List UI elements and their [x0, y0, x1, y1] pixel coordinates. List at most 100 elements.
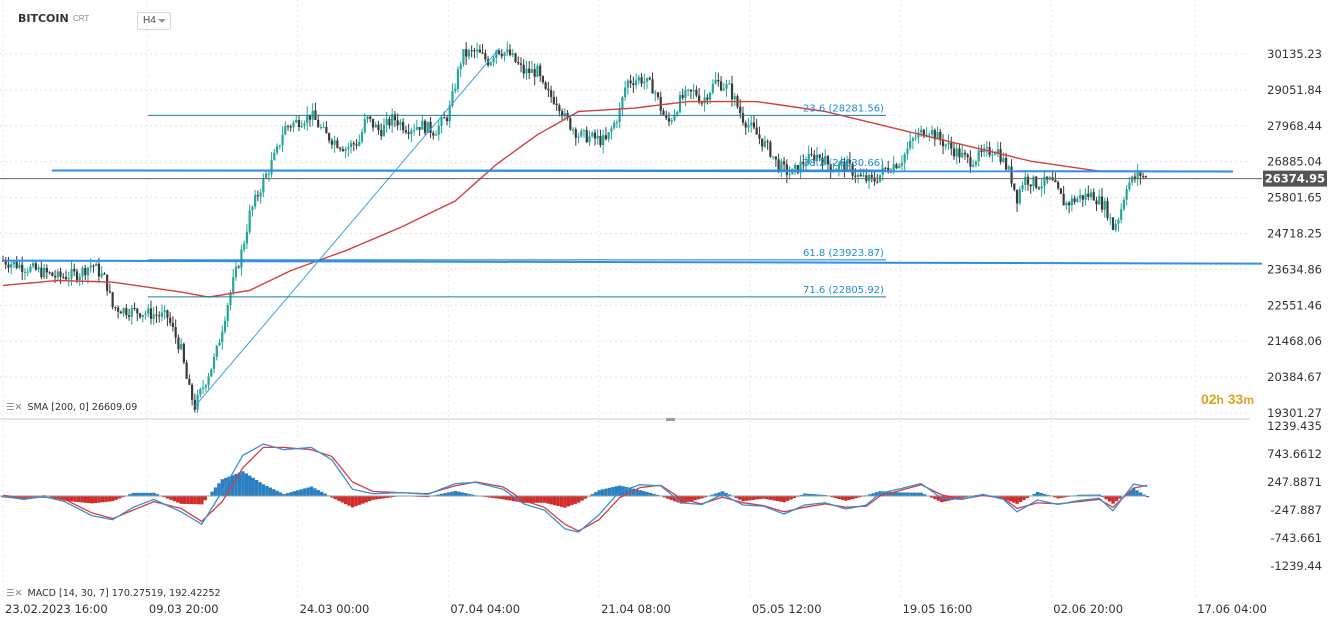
macd-histogram-bar [107, 495, 112, 502]
macd-histogram-bar [241, 471, 245, 497]
candle-body [777, 159, 780, 172]
macd-histogram-bar [165, 495, 170, 499]
macd-histogram-bar [713, 493, 718, 497]
candle-body [289, 126, 292, 128]
timeframe-value: H4 [143, 15, 156, 26]
candle-body [1021, 184, 1024, 190]
timeframe-select[interactable]: H4 [137, 12, 171, 30]
macd-text: MACD [14, 30, 7] 170.27519, 192.42252 [27, 588, 221, 599]
candle-body [728, 83, 731, 85]
time-tick-label: 19.05 16:00 [903, 602, 973, 616]
macd-histogram-bar [631, 488, 636, 497]
macd-histogram-bar [888, 491, 893, 497]
candle-body [237, 266, 240, 268]
macd-histogram-bar [857, 495, 862, 498]
candle-body [947, 142, 950, 145]
macd-histogram-bar [80, 495, 84, 503]
macd-histogram-bar [813, 494, 817, 497]
candle-body [1029, 184, 1032, 187]
macd-histogram-bar [693, 495, 697, 501]
candle-body [267, 173, 270, 175]
macd-histogram-bar [330, 495, 334, 498]
macd-histogram-bar [491, 495, 495, 498]
macd-histogram-bar [484, 495, 488, 498]
macd-histogram-bar [998, 495, 1002, 499]
candle-body [585, 130, 588, 143]
macd-histogram-bar [104, 495, 108, 502]
candle-body [961, 152, 964, 158]
macd-histogram-bar [1097, 494, 1102, 497]
candle-body [717, 79, 720, 82]
candle-body [602, 135, 605, 146]
sma-indicator-label[interactable]: ☰✕ SMA [200, 0] 26609.09 [6, 402, 137, 413]
candle-body [695, 90, 698, 96]
macd-histogram-bar [333, 495, 338, 500]
candle-body [547, 88, 550, 91]
candle-body [1065, 202, 1068, 206]
candle-body [788, 174, 791, 176]
candle-body [522, 64, 525, 74]
candle-body [7, 264, 10, 268]
candle-body [662, 110, 665, 115]
candle-body [577, 136, 580, 138]
candle-body [758, 134, 761, 139]
macd-histogram-bar [1025, 495, 1030, 499]
macd-histogram-bar [196, 495, 201, 505]
candle-body [859, 174, 862, 177]
candle-body [514, 53, 517, 63]
macd-tick-label: 1239.435 [1267, 419, 1322, 433]
candle-body [955, 148, 958, 157]
candle-body [1109, 217, 1112, 219]
macd-histogram-bar [114, 495, 118, 500]
macd-histogram-bar [1039, 492, 1043, 497]
candle-body [873, 177, 876, 182]
time-tick-label: 21.04 08:00 [601, 602, 671, 616]
candle-body [681, 95, 684, 98]
candle-body [793, 164, 797, 169]
candle-body [950, 142, 953, 149]
candle-body [558, 105, 561, 112]
candle-body [1084, 193, 1087, 200]
macd-histogram-bar [152, 492, 156, 497]
macd-histogram-bar [600, 489, 605, 497]
candle-body [67, 278, 70, 280]
macd-histogram-bar [755, 495, 759, 500]
candle-body [1128, 182, 1131, 190]
candle-body [730, 83, 734, 100]
candle-body [541, 76, 545, 83]
menu-icon[interactable]: ☰✕ [6, 588, 23, 599]
macd-histogram-bar [566, 495, 571, 507]
candle-body [248, 210, 251, 232]
candle-body [385, 118, 388, 125]
candle-body [207, 376, 210, 386]
candle-body [40, 267, 43, 278]
macd-histogram-bar [1015, 495, 1019, 504]
candle-body [1026, 176, 1030, 185]
candle-body [300, 125, 303, 128]
candle-body [1078, 195, 1082, 199]
macd-histogram-bar [868, 494, 872, 497]
candle-body [4, 260, 7, 265]
candle-body [388, 118, 391, 126]
price-tag-text: 26374.95 [1265, 172, 1325, 186]
time-tick-label: 05.05 12:00 [752, 602, 822, 616]
macd-indicator-label[interactable]: ☰✕ MACD [14, 30, 7] 170.27519, 192.42252 [6, 588, 221, 599]
candle-body [741, 113, 745, 123]
candle-body [119, 311, 122, 314]
symbol-name[interactable]: BITCOIN [18, 12, 69, 25]
candle-body [215, 345, 218, 357]
macd-histogram-bar [1104, 495, 1108, 500]
candle-body [687, 89, 690, 91]
macd-histogram-bar [689, 495, 694, 502]
candle-body [555, 103, 558, 106]
macd-histogram-bar [898, 492, 903, 497]
candle-body [445, 117, 449, 122]
menu-icon[interactable]: ☰✕ [6, 402, 23, 413]
candle-body [624, 87, 627, 98]
candle-body [358, 141, 361, 146]
macd-histogram-bar [148, 492, 153, 497]
candle-body [415, 127, 418, 130]
fib-level-label: 23.6 (28281.56) [803, 103, 884, 114]
